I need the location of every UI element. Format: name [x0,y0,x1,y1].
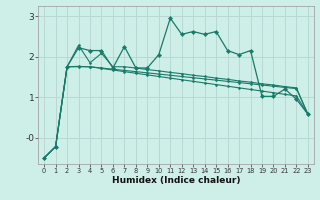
X-axis label: Humidex (Indice chaleur): Humidex (Indice chaleur) [112,176,240,185]
